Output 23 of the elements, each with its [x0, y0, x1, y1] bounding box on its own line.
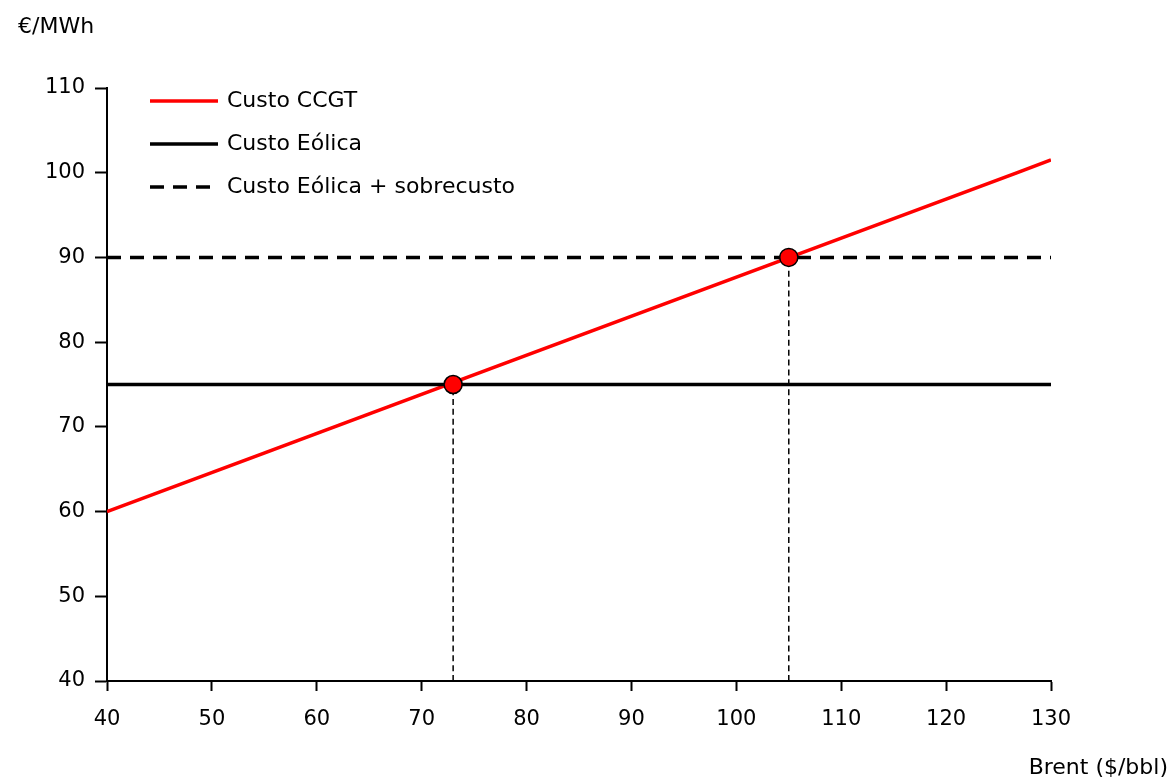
- legend-label: Custo CCGT: [227, 86, 358, 112]
- y-tick-label: 100: [44, 159, 85, 184]
- y-tick-label: 70: [58, 413, 85, 438]
- legend-label: Custo Eólica + sobrecusto: [227, 172, 515, 198]
- x-tick-label: 40: [93, 706, 121, 731]
- x-tick-label: 120: [926, 706, 967, 731]
- x-tick-label: 50: [198, 706, 226, 731]
- x-tick-label: 100: [716, 706, 757, 731]
- x-tick-label: 80: [513, 706, 540, 731]
- y-axis-title: €/MWh: [18, 13, 95, 38]
- x-tick-label: 60: [303, 706, 331, 731]
- y-tick-label: 40: [58, 667, 85, 692]
- x-tick-label: 70: [408, 706, 436, 731]
- x-tick-label: 90: [618, 706, 645, 731]
- y-tick-label: 110: [44, 74, 85, 99]
- x-tick-label: 110: [821, 706, 862, 731]
- x-axis-title: Brent ($/bbl): [1028, 754, 1168, 779]
- y-tick-label: 90: [58, 243, 85, 268]
- y-tick-label: 80: [58, 328, 85, 353]
- y-tick-label: 60: [58, 498, 85, 523]
- y-tick-label: 50: [58, 582, 85, 607]
- x-tick-label: 130: [1030, 706, 1072, 731]
- legend-label: Custo Eólica: [227, 129, 363, 155]
